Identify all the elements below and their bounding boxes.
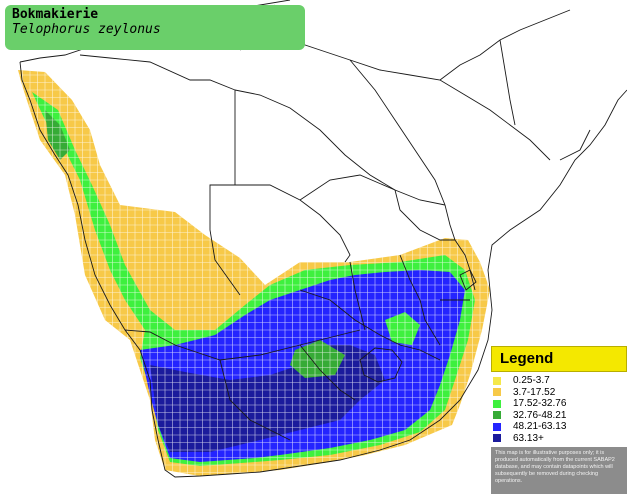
legend-label: 3.7-17.52 [513,386,556,398]
species-title-panel: Bokmakierie Telophorus zeylonus [5,5,305,50]
legend-label: 63.13+ [513,432,544,444]
legend-label: 32.76-48.21 [513,409,567,421]
legend-swatch [493,422,501,431]
reporting-rate-zones [18,70,490,476]
legend-item: 48.21-63.13 [493,421,627,433]
legend-swatch [493,434,501,443]
legend-item: 63.13+ [493,433,627,445]
legend-label: 17.52-32.76 [513,398,567,410]
legend-label: 48.21-63.13 [513,421,567,433]
species-scientific-name: Telophorus zeylonus [12,22,161,37]
legend-swatch [493,399,501,408]
legend-swatch [493,411,501,420]
country-borders [19,0,627,478]
legend-label: 0.25-3.7 [513,375,550,387]
legend-disclaimer: This map is for illustrative purposes on… [491,447,627,494]
legend-list: 0.25-3.7 3.7-17.52 17.52-32.76 32.76-48.… [491,372,627,444]
legend-item: 0.25-3.7 [493,375,627,387]
species-common-name: Bokmakierie [12,7,99,22]
legend-item: 32.76-48.21 [493,410,627,422]
legend-swatch [493,388,501,397]
legend-swatch [493,376,501,385]
legend-item: 17.52-32.76 [493,398,627,410]
legend-item: 3.7-17.52 [493,387,627,399]
zone-patch [385,312,420,345]
legend-panel: Legend 0.25-3.7 3.7-17.52 17.52-32.76 32… [491,346,627,494]
legend-heading: Legend [491,346,627,372]
